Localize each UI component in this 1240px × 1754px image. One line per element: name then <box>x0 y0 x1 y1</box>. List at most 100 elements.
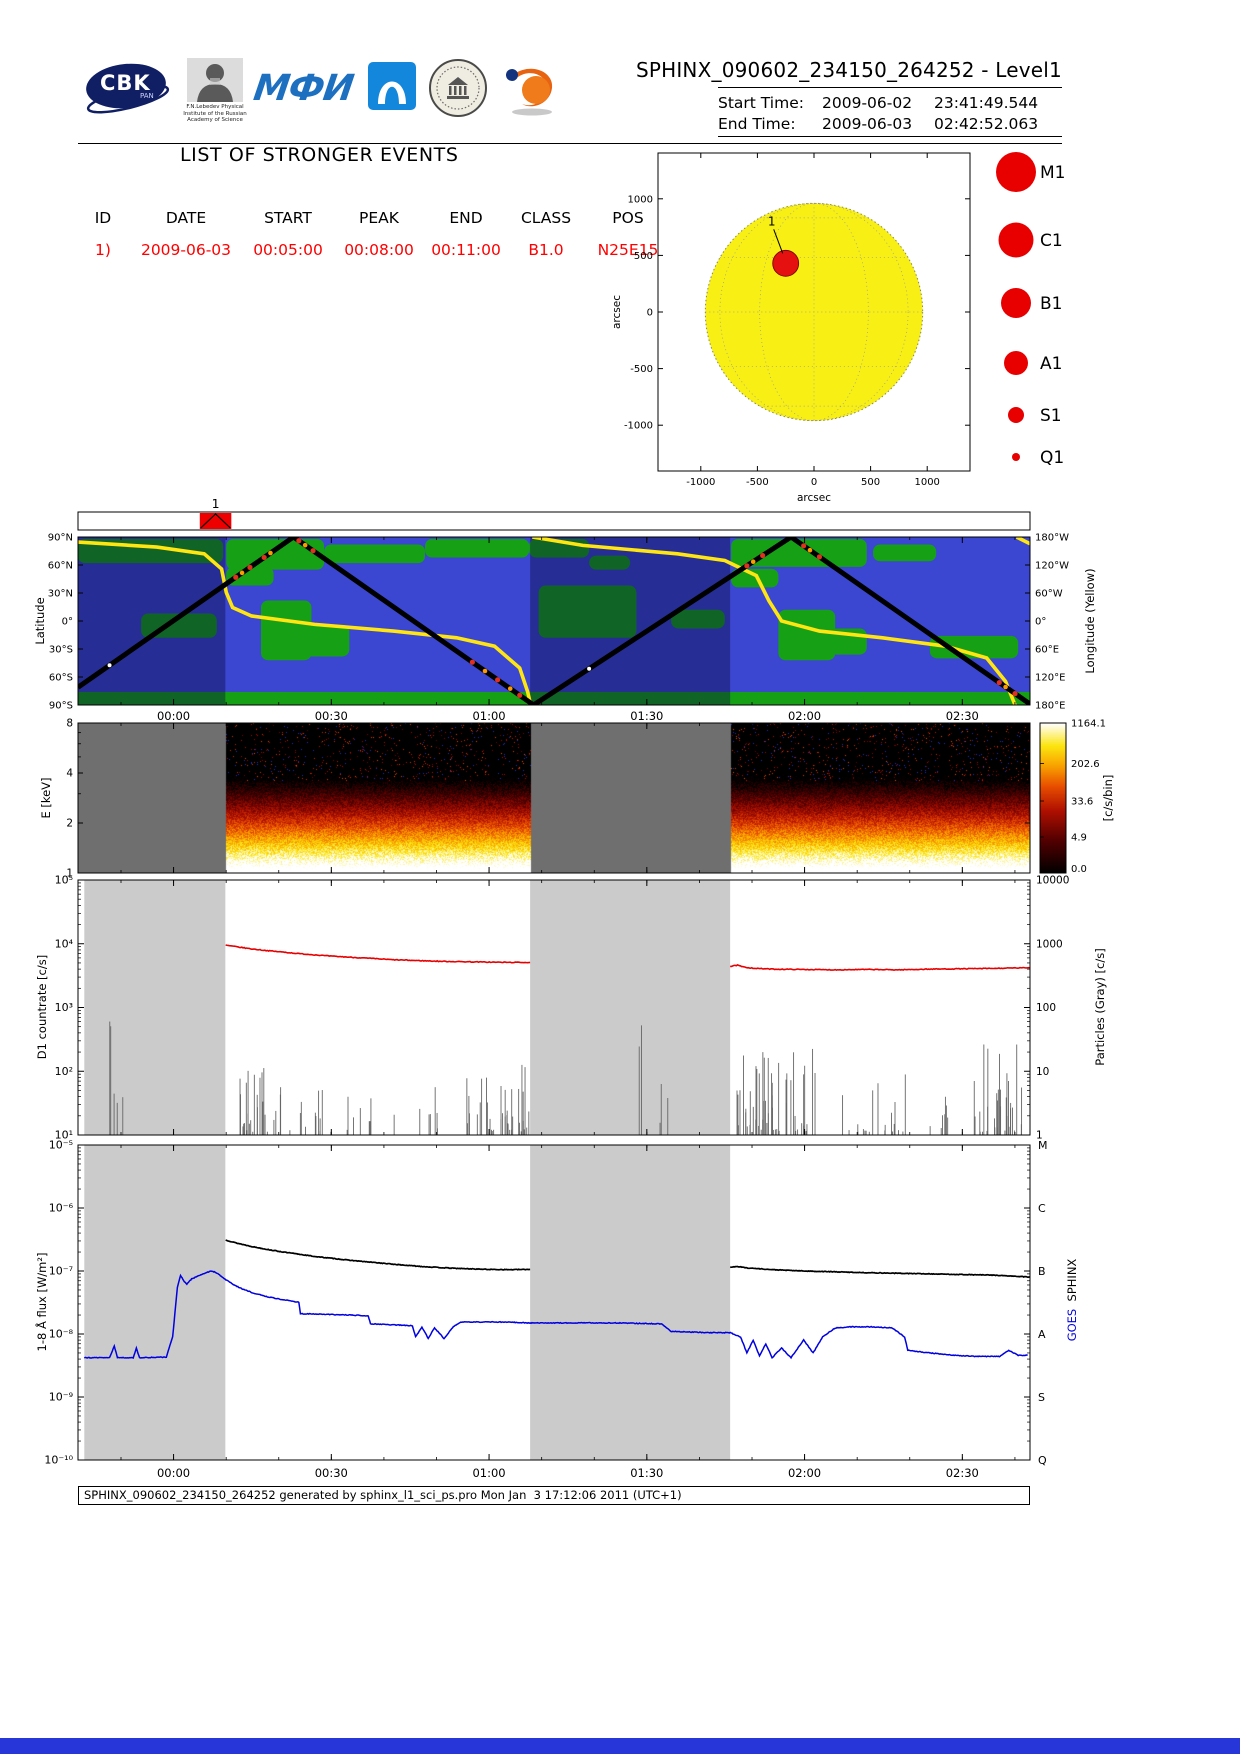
svg-text:-500: -500 <box>630 364 653 375</box>
svg-text:500: 500 <box>861 477 880 488</box>
event-date: 2009-06-03 <box>140 241 232 259</box>
svg-text:30°N: 30°N <box>48 589 73 600</box>
svg-text:60°W: 60°W <box>1035 589 1063 600</box>
svg-text:33.6: 33.6 <box>1071 797 1093 808</box>
generation-footer-text: SPHINX_090602_234150_264252 generated by… <box>84 1488 682 1502</box>
logo-row: CBK PAN F.N.Lebedev Physical Institute o… <box>84 56 584 130</box>
lebedev-portrait <box>187 58 243 102</box>
svg-text:00:30: 00:30 <box>315 709 348 723</box>
svg-text:10⁻⁵: 10⁻⁵ <box>49 1139 73 1152</box>
col-start: START <box>264 209 312 227</box>
flux-side-label: GOES SPHINX <box>1065 1259 1079 1342</box>
svg-text:10⁻⁷: 10⁻⁷ <box>49 1265 73 1278</box>
map-ylabel: Latitude <box>33 597 47 645</box>
mephi-logo: МФИ <box>251 68 356 109</box>
svg-text:00:00: 00:00 <box>157 1466 190 1480</box>
svg-text:1: 1 <box>212 496 220 511</box>
col-peak: PEAK <box>359 209 399 227</box>
end-time-label: End Time: <box>718 114 796 133</box>
bottom-bar <box>0 1738 1240 1754</box>
arch-logo-graphic <box>368 62 416 110</box>
svg-text:202.6: 202.6 <box>1071 759 1100 770</box>
svg-text:0°: 0° <box>1035 617 1046 628</box>
svg-text:01:30: 01:30 <box>630 1466 663 1480</box>
events-header-row: ID DATE START PEAK END CLASS POS <box>76 202 672 234</box>
event-id: 1) <box>95 241 111 259</box>
svg-text:arcsec: arcsec <box>797 492 831 504</box>
svg-text:120°E: 120°E <box>1035 673 1065 684</box>
svg-text:B1: B1 <box>1040 294 1062 314</box>
svg-text:10²: 10² <box>55 1065 73 1078</box>
svg-text:C1: C1 <box>1040 231 1063 251</box>
col-date: DATE <box>165 209 207 227</box>
time-range: Start Time: 2009-06-02 23:41:49.544 End … <box>718 92 1062 134</box>
svg-text:Q1: Q1 <box>1040 448 1064 468</box>
svg-text:1000: 1000 <box>1036 938 1063 950</box>
svg-text:100: 100 <box>1036 1002 1056 1014</box>
seal-graphic <box>429 59 487 117</box>
header-divider-top <box>718 87 1062 88</box>
svg-text:180°E: 180°E <box>1035 701 1065 712</box>
spectrogram-image <box>78 723 1030 873</box>
svg-text:02:30: 02:30 <box>946 1466 979 1480</box>
svg-text:-1000: -1000 <box>624 421 653 432</box>
start-time-row: Start Time: 2009-06-02 23:41:49.544 <box>718 92 1062 113</box>
end-clock: 02:42:52.063 <box>934 114 1039 133</box>
cbk-logo-subtext: PAN <box>140 92 154 100</box>
svg-text:Q: Q <box>1038 1454 1047 1467</box>
svg-text:0: 0 <box>811 477 817 488</box>
events-table: ID DATE START PEAK END CLASS POS 1) 2009… <box>76 202 672 266</box>
svg-text:1164.1: 1164.1 <box>1071 719 1106 730</box>
svg-text:10⁴: 10⁴ <box>55 937 74 950</box>
svg-text:S: S <box>1038 1391 1045 1404</box>
svg-text:02:30: 02:30 <box>946 709 979 723</box>
svg-text:00:00: 00:00 <box>157 709 190 723</box>
svg-text:10⁻⁶: 10⁻⁶ <box>49 1202 74 1215</box>
svg-text:1: 1 <box>768 214 776 228</box>
svg-text:C: C <box>1038 1202 1046 1215</box>
university-seal-logo <box>428 58 488 122</box>
svg-text:90°N: 90°N <box>48 533 73 544</box>
svg-text:8: 8 <box>66 718 73 730</box>
svg-text:180°W: 180°W <box>1035 533 1069 544</box>
col-pos: POS <box>612 209 644 227</box>
lebedev-logo: F.N.Lebedev Physical Institute of the Ru… <box>180 58 250 124</box>
svg-text:10000: 10000 <box>1036 875 1069 887</box>
cbk-logo: CBK PAN <box>84 58 170 120</box>
svg-text:-1000: -1000 <box>686 477 715 488</box>
arch-logo <box>368 62 416 114</box>
svg-text:0.0: 0.0 <box>1071 864 1087 875</box>
svg-text:A: A <box>1038 1328 1046 1341</box>
svg-text:60°S: 60°S <box>49 673 73 684</box>
particles-ylabel: Particles (Gray) [c/s] <box>1093 948 1107 1066</box>
event-row: 1) 2009-06-03 00:05:00 00:08:00 00:11:00… <box>76 234 672 266</box>
mephi-logo-text: МФИ <box>251 68 356 109</box>
start-time-label: Start Time: <box>718 93 804 112</box>
svg-text:120°W: 120°W <box>1035 561 1069 572</box>
svg-text:2: 2 <box>66 818 73 830</box>
svg-text:1: 1 <box>1036 1130 1043 1142</box>
svg-text:A1: A1 <box>1040 354 1062 374</box>
svg-text:01:00: 01:00 <box>472 709 505 723</box>
event-peak: 00:08:00 <box>344 241 414 259</box>
flux-ylabel: 1-8 Å flux [W/m²] <box>35 1252 49 1352</box>
map-ylabel-right: Longitude (Yellow) <box>1083 568 1097 674</box>
event-class: B1.0 <box>528 241 564 259</box>
svg-text:02:00: 02:00 <box>788 709 821 723</box>
svg-text:10⁻¹⁰: 10⁻¹⁰ <box>44 1454 73 1467</box>
svg-text:1000: 1000 <box>914 477 939 488</box>
lebedev-caption: F.N.Lebedev Physical Institute of the Ru… <box>183 104 247 123</box>
svg-text:1: 1 <box>66 868 73 880</box>
spectrogram-ylabel: E [keV] <box>39 777 53 819</box>
start-clock: 23:41:49.544 <box>934 93 1039 112</box>
svg-text:10¹: 10¹ <box>55 1129 73 1142</box>
header-divider-full <box>78 143 1062 144</box>
svg-text:0°: 0° <box>62 617 73 628</box>
spectrogram-colorbar <box>1040 723 1066 873</box>
svg-text:10⁻⁹: 10⁻⁹ <box>49 1391 73 1404</box>
colorbar-label: [c/s/bin] <box>1101 774 1115 822</box>
svg-text:-500: -500 <box>746 477 769 488</box>
svg-text:90°S: 90°S <box>49 701 73 712</box>
svg-text:60°E: 60°E <box>1035 645 1059 656</box>
svg-text:60°N: 60°N <box>48 561 73 572</box>
